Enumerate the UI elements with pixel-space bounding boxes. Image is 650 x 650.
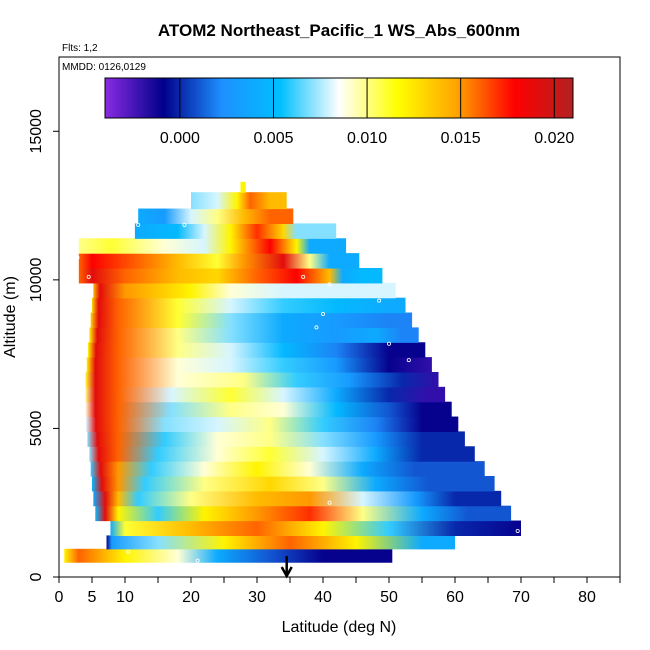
- heatmap-row: [78, 253, 360, 269]
- sample-marker: [301, 274, 306, 279]
- heatmap-row: [106, 535, 456, 550]
- arrow-head: [280, 566, 293, 579]
- heatmap-row: [93, 282, 396, 299]
- sample-marker: [515, 528, 520, 533]
- heatmap-row: [93, 490, 502, 507]
- sample-markers: [75, 222, 520, 569]
- x-tick-label: 70: [512, 589, 530, 606]
- heatmap-row: [78, 267, 383, 284]
- sample-marker: [126, 549, 131, 554]
- dates-label: MMDD: 0126,0129: [62, 62, 146, 73]
- heatmap-area: [64, 181, 521, 563]
- sample-marker: [386, 341, 391, 346]
- y-tick-label: 0: [28, 572, 45, 581]
- colorbar-tick-label: 0.020: [534, 130, 574, 147]
- sample-marker: [320, 312, 325, 317]
- heatmap-row: [85, 386, 446, 403]
- heatmap-row: [78, 238, 347, 254]
- heatmap-row: [85, 401, 452, 418]
- colorbar: 0.000 0.005 0.010 0.015 0.020: [104, 77, 574, 147]
- x-tick-label: 20: [182, 589, 200, 606]
- sample-marker: [314, 325, 319, 330]
- x-tick-label: 30: [248, 589, 266, 606]
- heatmap-row: [240, 181, 246, 193]
- colorbar-tick-label: 0.000: [160, 130, 200, 147]
- y-axis: 0 5000 10000 15000: [28, 109, 59, 581]
- sample-marker: [320, 564, 325, 569]
- heatmap-row: [85, 371, 439, 388]
- x-tick-label: 60: [446, 589, 464, 606]
- heatmap-row: [138, 208, 294, 224]
- heatmap-row: [191, 192, 287, 210]
- sample-marker: [182, 222, 187, 227]
- y-axis-label: Altitude (m): [2, 276, 19, 358]
- heatmap-row: [86, 416, 459, 432]
- y-tick-label: 10000: [28, 258, 45, 303]
- x-tick-label: 40: [314, 589, 332, 606]
- heatmap-row: [88, 342, 426, 358]
- heatmap-row: [134, 223, 337, 239]
- sample-marker: [75, 255, 80, 260]
- x-axis-label: Latitude (deg N): [282, 619, 397, 636]
- x-tick-label: 0: [55, 589, 64, 606]
- heatmap-row: [92, 475, 495, 492]
- x-tick-label: 10: [116, 589, 134, 606]
- heatmap-row: [64, 548, 393, 563]
- latitude-arrow-icon: [280, 556, 293, 579]
- heatmap-row: [89, 327, 419, 343]
- heatmap-row: [86, 357, 432, 373]
- colorbar-tick-label: 0.015: [441, 130, 481, 147]
- y-tick-label: 15000: [28, 109, 45, 154]
- colorbar-tick-label: 0.005: [253, 130, 293, 147]
- x-axis: 0 5 10 20 30 40 50 60 70 80: [55, 577, 621, 606]
- x-tick-label: 50: [380, 589, 398, 606]
- heatmap-row: [87, 431, 465, 447]
- sample-marker: [377, 298, 382, 303]
- sample-marker: [327, 282, 332, 287]
- flights-label: Flts: 1,2: [62, 43, 98, 54]
- sample-marker: [136, 222, 141, 227]
- heatmap-row: [89, 446, 475, 462]
- heatmap-row: [90, 461, 485, 477]
- sample-marker: [195, 558, 200, 563]
- sample-marker: [86, 274, 91, 279]
- sample-marker: [406, 358, 411, 363]
- y-tick-label: 5000: [28, 411, 45, 447]
- colorbar-gradient: [104, 77, 574, 119]
- heatmap-row: [95, 505, 512, 522]
- plot-frame: [58, 56, 621, 578]
- x-tick-label: 80: [578, 589, 596, 606]
- colorbar-tick-label: 0.010: [347, 130, 387, 147]
- chart-title: ATOM2 Northeast_Pacific_1 WS_Abs_600nm: [158, 21, 520, 40]
- heatmap-row: [110, 520, 521, 536]
- sample-marker: [327, 500, 332, 505]
- x-tick-label: 5: [88, 589, 97, 606]
- heatmap-row: [92, 297, 406, 314]
- heatmap-row: [90, 312, 413, 328]
